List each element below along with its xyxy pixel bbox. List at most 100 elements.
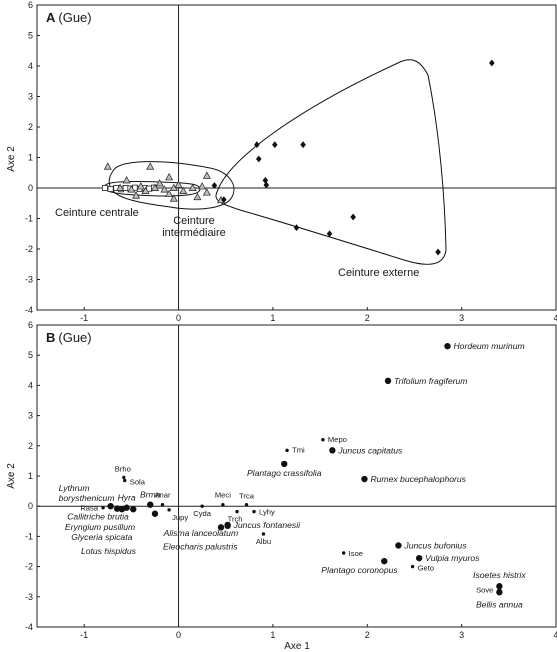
panel-a-y-tick-label: 3 xyxy=(28,92,33,102)
envelope-ceinture-externe xyxy=(215,59,447,265)
point-triangle xyxy=(141,186,150,194)
panel-a-y-tick-label: -1 xyxy=(25,214,33,224)
panel-b-x-tick-label: -1 xyxy=(80,630,88,640)
panel-b-points xyxy=(101,342,503,596)
species-point xyxy=(244,502,249,507)
point-triangle xyxy=(169,194,178,202)
point-triangle xyxy=(202,188,211,196)
species-point xyxy=(329,447,336,454)
species-label: Brma xyxy=(140,490,161,500)
species-label: Albu xyxy=(256,537,271,546)
species-point xyxy=(496,583,503,590)
species-point xyxy=(130,506,137,513)
panel-a-frame xyxy=(36,4,557,311)
species-point xyxy=(410,564,415,569)
species-label: Alisma lanceolatum xyxy=(163,528,239,538)
point-diamond xyxy=(221,196,227,203)
point-triangle xyxy=(160,185,169,193)
point-diamond xyxy=(262,176,269,184)
species-point xyxy=(118,506,126,513)
species-label: Juncus capitatus xyxy=(337,445,403,455)
species-label: Eryngium pusillum xyxy=(65,522,135,532)
panel-b-title: (Gue) xyxy=(58,330,91,345)
species-point xyxy=(224,521,231,529)
point-triangle xyxy=(150,183,159,191)
species-point xyxy=(321,438,325,442)
point-diamond xyxy=(271,141,278,149)
panel-a-ylabel: Axe 2 xyxy=(6,146,17,172)
species-point xyxy=(114,505,121,512)
panel-b-labels: Hordeum murinum Trifolium fragiferum Mepo T… xyxy=(59,341,527,609)
panel-a-zero-lines xyxy=(37,5,556,310)
group-label-ceinture-centrale: Ceinture centrale xyxy=(55,207,139,219)
panel-b-y-tick-label: 3 xyxy=(28,411,33,421)
panel-b-y-tick-label: 4 xyxy=(28,380,33,390)
point-triangle xyxy=(198,182,207,190)
panel-b-y-tick-label: 0 xyxy=(28,501,33,511)
species-point xyxy=(217,524,225,531)
species-label: Plantago crassifolia xyxy=(247,468,322,478)
species-point xyxy=(167,508,171,512)
species-label: Eleocharis palustris xyxy=(163,541,238,551)
species-label: Rumex bucephalophorus xyxy=(370,474,466,484)
species-label: Trch xyxy=(228,515,243,524)
species-point xyxy=(415,554,423,562)
point-triangle xyxy=(165,172,174,181)
panel-a-x-tick-label: 1 xyxy=(270,313,275,323)
species-point xyxy=(496,589,503,596)
panel-a-label: A (Gue) xyxy=(46,10,92,25)
point-triangle xyxy=(127,185,136,193)
species-label: Anar xyxy=(154,491,171,500)
species-label: Cyda xyxy=(193,509,212,518)
panel-b-y-tick-label: -2 xyxy=(25,562,33,572)
panel-a-y-tick-label: -3 xyxy=(25,275,33,285)
panel-a-x-tick-label: 2 xyxy=(365,313,370,323)
species-point xyxy=(147,501,154,508)
point-triangle xyxy=(165,189,174,198)
species-point xyxy=(361,475,368,483)
point-triangle xyxy=(155,179,164,187)
species-label: Rasa xyxy=(80,504,99,513)
species-point xyxy=(252,509,256,514)
point-triangle xyxy=(188,183,197,191)
panel-b-x-tick-label: 3 xyxy=(459,630,464,640)
point-triangle xyxy=(132,191,141,199)
species-label: Trifolium fragiferum xyxy=(394,376,467,386)
panel-b-ticks: -4 -3 -2 -1 0 1 2 3 4 5 6 -1 0 1 2 3 4 xyxy=(25,320,557,640)
species-label: Geto xyxy=(418,564,434,573)
species-point xyxy=(341,551,346,555)
point-diamond xyxy=(300,141,306,149)
species-point xyxy=(151,510,159,517)
species-label: Mepo xyxy=(328,435,347,444)
panel-b-x-tick-label: 4 xyxy=(553,630,557,640)
point-triangle xyxy=(193,192,202,201)
panel-a-y-tick-label: 4 xyxy=(28,61,33,71)
species-point xyxy=(281,460,288,468)
species-point xyxy=(101,506,105,510)
species-label: Meci xyxy=(215,491,231,500)
panel-a: A (Gue) Axe 2 -4 -3 -2 -1 0 1 2 3 4 5 6 -1 0 1 2 3 4 Cein… xyxy=(6,0,557,323)
point-diamond xyxy=(255,155,262,163)
species-point xyxy=(123,478,127,483)
panel-a-x-tick-label: -1 xyxy=(80,313,88,323)
species-label-line: borysthenicum xyxy=(59,493,115,503)
species-label: Trca xyxy=(239,492,255,501)
point-diamond xyxy=(263,181,270,189)
point-square xyxy=(107,185,114,192)
point-triangle xyxy=(179,186,188,194)
panel-b-y-tick-label: 2 xyxy=(28,441,33,451)
point-triangle xyxy=(103,162,112,170)
group-label-line-1: Ceinture xyxy=(173,215,215,227)
point-triangle xyxy=(116,183,125,191)
group-label-line-2: intermédiaire xyxy=(162,227,226,239)
species-label: Plantago coronopus xyxy=(321,565,398,575)
panel-a-x-tick-label: 3 xyxy=(459,313,464,323)
species-label: Tmi xyxy=(292,445,305,454)
point-triangle xyxy=(174,180,183,188)
species-point xyxy=(381,557,388,565)
panel-b-y-tick-label: 1 xyxy=(28,471,33,481)
species-label: Vulpia myuros xyxy=(425,553,480,563)
species-point xyxy=(235,509,239,514)
panel-b-x-tick-label: 2 xyxy=(365,630,370,640)
panel-b-y-tick-label: 5 xyxy=(28,350,33,360)
